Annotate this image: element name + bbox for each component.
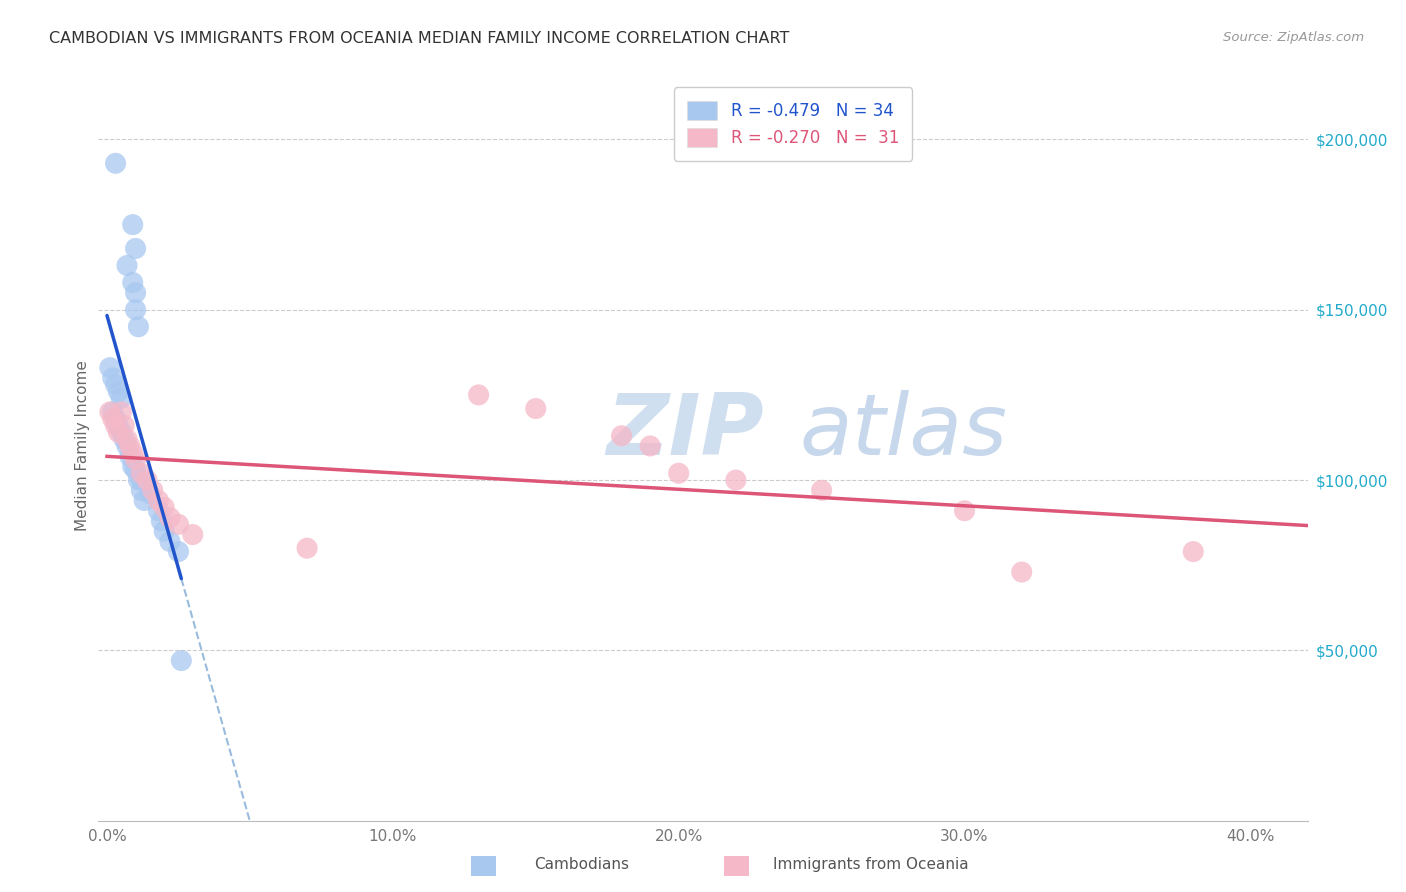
Point [148, 504, 170, 518]
Point [150, 514, 173, 528]
Point [121, 276, 143, 290]
Point [115, 432, 138, 446]
Point [295, 541, 318, 556]
Point [167, 544, 190, 558]
Point [153, 500, 176, 515]
Point [98, 405, 121, 419]
Point [159, 534, 181, 549]
Point [129, 473, 152, 487]
Point [110, 425, 132, 440]
Point [124, 302, 146, 317]
Point [1182, 544, 1205, 558]
Point [104, 418, 127, 433]
Point [104, 377, 127, 392]
Text: ZIP: ZIP [606, 390, 763, 473]
Point [127, 473, 149, 487]
Point [170, 654, 193, 668]
Point [124, 463, 146, 477]
Y-axis label: Median Family Income: Median Family Income [75, 360, 90, 532]
Legend: R = -0.479   N = 34, R = -0.270   N =  31: R = -0.479 N = 34, R = -0.270 N = 31 [673, 87, 912, 161]
Point [115, 439, 138, 453]
Point [524, 401, 547, 416]
Text: atlas: atlas [800, 390, 1008, 473]
Point [136, 473, 159, 487]
Point [810, 483, 832, 498]
Point [148, 493, 170, 508]
Point [124, 285, 146, 300]
Point [124, 242, 146, 256]
Point [115, 259, 138, 273]
Text: Source: ZipAtlas.com: Source: ZipAtlas.com [1223, 31, 1364, 45]
Point [467, 388, 489, 402]
Point [953, 504, 976, 518]
Point [1011, 565, 1033, 579]
Point [124, 452, 146, 467]
Point [101, 411, 124, 425]
Point [724, 473, 747, 487]
Point [104, 411, 127, 425]
Text: CAMBODIAN VS IMMIGRANTS FROM OCEANIA MEDIAN FAMILY INCOME CORRELATION CHART: CAMBODIAN VS IMMIGRANTS FROM OCEANIA MED… [49, 31, 790, 46]
Point [129, 483, 152, 498]
Point [181, 527, 204, 541]
Point [98, 360, 121, 375]
Point [121, 446, 143, 460]
Point [129, 467, 152, 481]
Text: Immigrants from Oceania: Immigrants from Oceania [773, 857, 969, 872]
Point [668, 467, 690, 481]
Point [101, 371, 124, 385]
Point [118, 439, 141, 453]
Point [112, 432, 135, 446]
Point [610, 429, 633, 443]
Point [121, 459, 143, 474]
Point [107, 418, 129, 433]
Point [118, 449, 141, 463]
Point [101, 405, 124, 419]
Point [121, 218, 143, 232]
Text: Cambodians: Cambodians [534, 857, 630, 872]
Point [107, 425, 129, 440]
Point [110, 392, 132, 406]
Point [112, 418, 135, 433]
Point [107, 384, 129, 399]
Point [104, 156, 127, 170]
Point [110, 405, 132, 419]
Point [153, 524, 176, 538]
Point [142, 483, 165, 498]
Point [127, 319, 149, 334]
Point [167, 517, 190, 532]
Point [638, 439, 661, 453]
Point [139, 486, 162, 500]
Point [159, 510, 181, 524]
Point [134, 493, 156, 508]
